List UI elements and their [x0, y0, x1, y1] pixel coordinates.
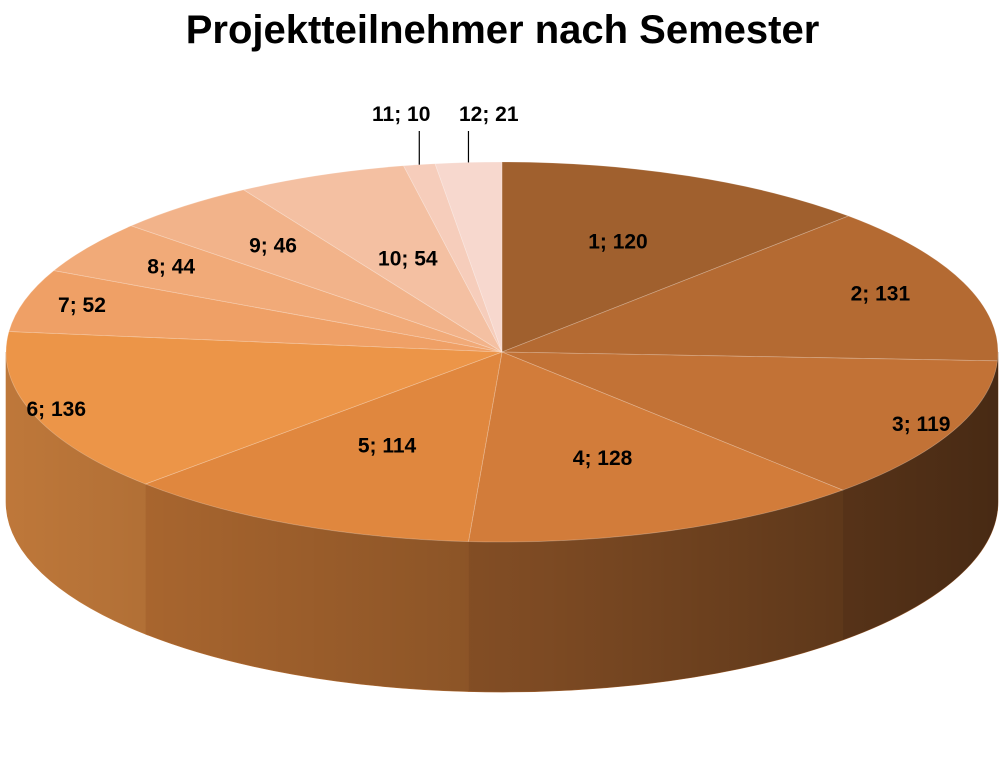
data-label-11: 11; 10 — [372, 103, 430, 126]
pie-side-shading — [6, 352, 998, 692]
pie-slice-9 — [130, 189, 503, 353]
leader-lines — [418, 131, 470, 165]
pie-top-layer — [5, 161, 999, 543]
pie-side-shading-band — [6, 352, 998, 692]
pie-slice-6 — [5, 331, 503, 485]
pie-slice-4 — [467, 351, 844, 543]
pie-slice-5 — [144, 351, 503, 542]
data-label-12: 12; 21 — [459, 103, 519, 126]
data-label-3: 3; 119 — [892, 413, 950, 436]
pie-slice-10 — [242, 165, 504, 354]
data-label-10: 10; 54 — [378, 248, 438, 271]
chart-title: Projektteilnehmer nach Semester — [185, 8, 820, 52]
data-label-8: 8; 44 — [147, 256, 195, 279]
pie-slice-7 — [8, 270, 503, 353]
data-labels: 1; 120 2; 131 3; 119 4; 128 5; 114 6; 136 7; 5… — [26, 103, 950, 470]
data-label-6: 6; 136 — [26, 398, 86, 421]
data-label-9: 9; 46 — [249, 235, 297, 258]
data-label-1: 1; 120 — [588, 230, 648, 253]
pie-slice-3 — [501, 351, 998, 491]
pie-slice-1 — [501, 161, 850, 353]
data-label-7: 7; 52 — [58, 294, 106, 317]
pie-slice-8 — [52, 225, 503, 353]
data-label-2: 2; 131 — [851, 282, 911, 305]
pie-slice-2 — [501, 215, 999, 362]
data-label-5: 5; 114 — [358, 434, 417, 457]
data-label-4: 4; 128 — [573, 447, 633, 470]
